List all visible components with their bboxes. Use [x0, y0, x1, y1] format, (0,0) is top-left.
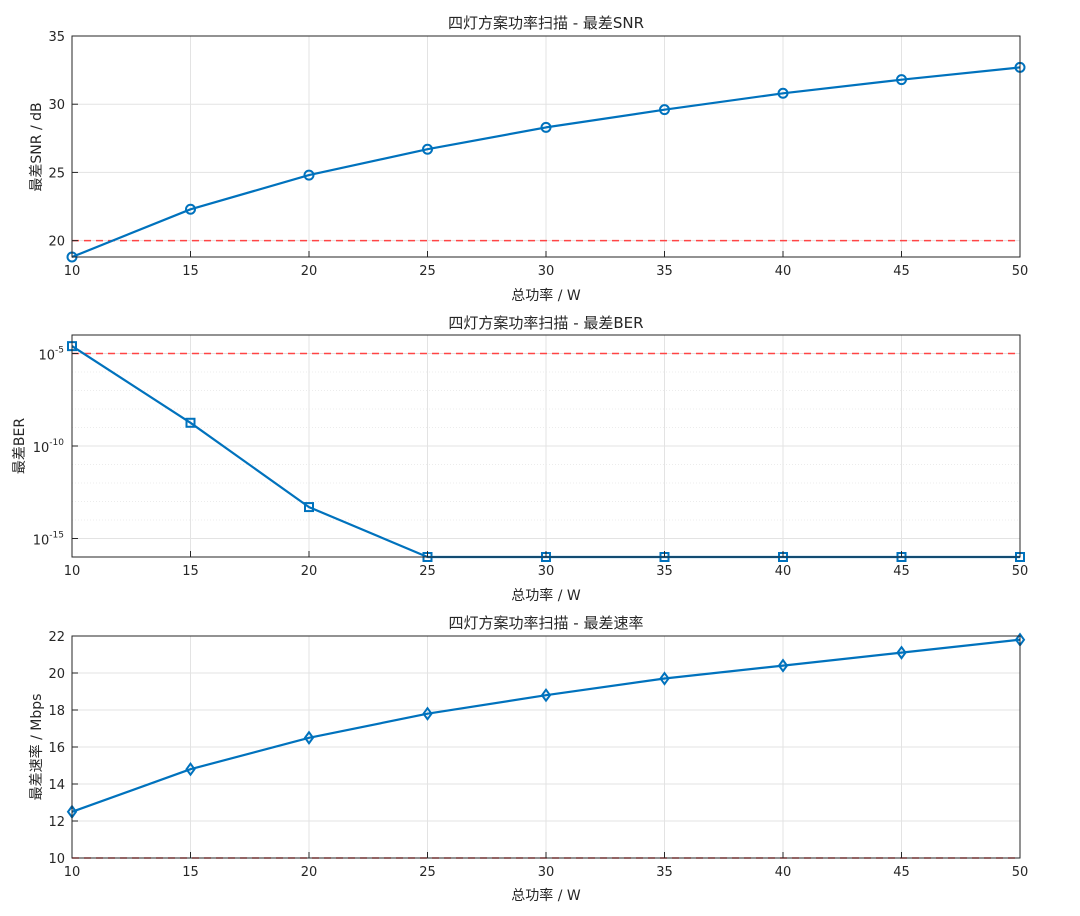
ber-y-tick-exponent: -15 — [49, 531, 64, 541]
rate-data-point — [185, 761, 196, 777]
rate-x-tick-label: 40 — [775, 865, 792, 880]
snr-x-ticks: 10 15 20 25 30 35 40 45 50 — [64, 251, 1029, 279]
ber-x-tick-label: 50 — [1012, 564, 1029, 579]
rate-data-point — [896, 645, 907, 660]
ber-y-axis-label: 最差BER — [12, 418, 28, 474]
rate-chart-title: 四灯方案功率扫描 - 最差速率 — [449, 614, 644, 632]
snr-x-tick-label: 45 — [893, 264, 910, 279]
ber-x-ticks: 10 15 20 25 30 35 40 45 50 — [64, 551, 1029, 579]
rate-x-axis-label: 总功率 / W — [511, 887, 581, 904]
ber-x-tick-label: 20 — [301, 564, 318, 579]
rate-y-tick-label: 12 — [48, 815, 65, 830]
rate-x-tick-label: 10 — [64, 865, 81, 880]
ber-y-tick-exponent: -10 — [49, 438, 64, 448]
ber-y-tick-base: 10 — [33, 441, 50, 456]
rate-y-tick-label: 18 — [48, 704, 65, 719]
snr-x-tick-label: 10 — [64, 264, 81, 279]
snr-x-tick-label: 15 — [182, 264, 199, 279]
snr-x-tick-label: 40 — [775, 264, 792, 279]
snr-data-point — [303, 169, 315, 181]
rate-x-tick-label: 15 — [182, 865, 199, 880]
snr-panel: 四灯方案功率扫描 - 最差SNR 总功率 / W 最差SNR / dB 10 15… — [29, 14, 1028, 304]
rate-series-group — [66, 632, 1026, 819]
ber-x-tick-label: 30 — [538, 564, 555, 579]
rate-data-point — [303, 730, 315, 745]
snr-x-axis-label: 总功率 / W — [511, 287, 581, 304]
ber-x-axis-label: 总功率 / W — [511, 587, 581, 604]
rate-y-tick-label: 16 — [48, 741, 65, 756]
rate-x-tick-label: 45 — [893, 865, 910, 880]
snr-data-point — [896, 74, 907, 86]
ber-x-tick-label: 35 — [656, 564, 673, 579]
ber-y-tick-base: 10 — [38, 349, 55, 364]
ber-x-tick-label: 15 — [182, 564, 199, 579]
snr-y-tick-label: 30 — [48, 98, 65, 113]
rate-y-ticks: 10 12 14 16 18 20 22 — [48, 630, 78, 867]
snr-data-point — [540, 121, 552, 133]
rate-data-point — [422, 706, 433, 721]
ber-y-tick-base: 10 — [33, 534, 50, 549]
snr-x-tick-label: 30 — [538, 264, 555, 279]
rate-x-tick-label: 50 — [1012, 865, 1029, 880]
ber-x-tick-label: 10 — [64, 564, 81, 579]
ber-panel: 四灯方案功率扫描 - 最差BER 总功率 / W 最差BER 10 15 20 25 3… — [12, 314, 1028, 604]
ber-y-tick-label: 10-5 — [38, 346, 64, 364]
snr-y-tick-label: 35 — [48, 30, 65, 45]
ber-y-tick-label: 10-15 — [33, 531, 64, 549]
ber-chart-title: 四灯方案功率扫描 - 最差BER — [448, 314, 643, 332]
rate-panel: 四灯方案功率扫描 - 最差速率 总功率 / W 最差速率 / Mbps 10 15… — [28, 614, 1028, 904]
rate-data-point — [777, 658, 789, 673]
rate-x-ticks: 10 15 20 25 30 35 40 45 50 — [64, 852, 1029, 880]
snr-x-tick-label: 20 — [301, 264, 318, 279]
rate-y-axis-label: 最差速率 / Mbps — [28, 694, 45, 801]
ber-x-tick-label: 25 — [419, 564, 436, 579]
snr-y-tick-label: 20 — [48, 235, 65, 250]
rate-series-line — [71, 638, 1021, 813]
ber-data-point — [185, 417, 196, 428]
snr-y-tick-label: 25 — [48, 166, 65, 181]
snr-data-point — [777, 87, 789, 99]
rate-y-tick-label: 22 — [48, 630, 65, 645]
rate-y-tick-label: 14 — [48, 778, 65, 793]
rate-y-tick-label: 20 — [48, 667, 65, 682]
rate-x-tick-label: 30 — [538, 865, 555, 880]
rate-y-tick-label: 10 — [48, 852, 65, 867]
snr-data-point — [659, 104, 670, 116]
snr-x-tick-label: 35 — [656, 264, 673, 279]
rate-data-point — [659, 671, 670, 686]
ber-y-tick-exponent: -5 — [55, 346, 64, 356]
snr-data-point — [185, 203, 196, 215]
snr-y-ticks: 20 25 30 35 — [48, 30, 78, 250]
ber-x-tick-label: 40 — [775, 564, 792, 579]
ber-x-tick-label: 45 — [893, 564, 910, 579]
snr-chart-title: 四灯方案功率扫描 - 最差SNR — [448, 14, 644, 32]
snr-y-axis-label: 最差SNR / dB — [29, 102, 45, 191]
rate-data-point — [540, 687, 552, 703]
ber-y-tick-label: 10-10 — [33, 438, 65, 456]
rate-x-tick-label: 35 — [656, 865, 673, 880]
rate-x-tick-label: 25 — [419, 865, 436, 880]
snr-x-tick-label: 50 — [1012, 264, 1029, 279]
ber-data-point — [304, 502, 314, 513]
snr-x-tick-label: 25 — [419, 264, 436, 279]
rate-x-tick-label: 20 — [301, 865, 318, 880]
snr-series-line — [71, 66, 1021, 259]
snr-data-point — [422, 143, 433, 155]
